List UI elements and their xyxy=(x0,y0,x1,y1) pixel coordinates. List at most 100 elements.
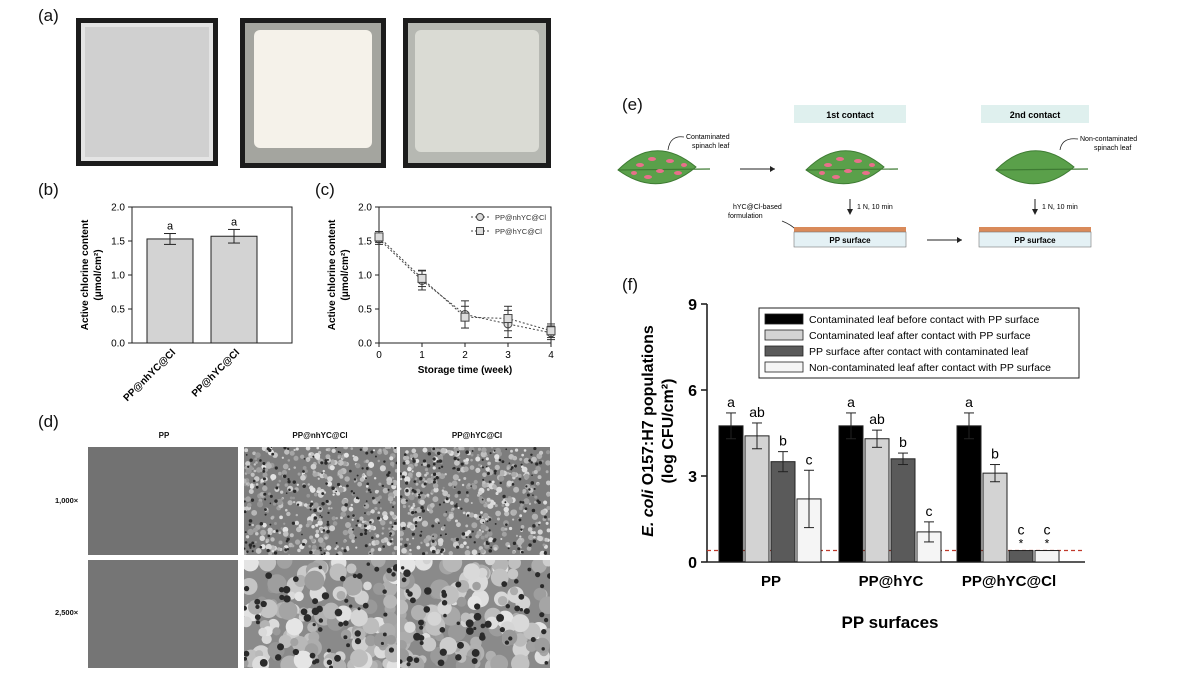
sem-pore xyxy=(499,481,502,485)
sem-pore xyxy=(251,550,254,553)
sem-grain xyxy=(293,466,297,469)
sem-grain xyxy=(252,527,258,533)
sem-pore xyxy=(412,459,416,463)
sem-grain xyxy=(368,529,372,533)
sem-pore xyxy=(426,464,431,468)
sem-grain xyxy=(255,531,259,536)
sem-grain xyxy=(368,461,375,468)
sem-pore xyxy=(312,598,319,605)
sem-pore xyxy=(485,540,489,544)
sem-pore xyxy=(369,552,372,555)
sem-grain xyxy=(481,447,487,453)
sem-grain xyxy=(284,508,288,512)
sem-pore xyxy=(326,529,330,534)
sem-grain xyxy=(386,634,396,645)
chart-f-xtick-label: PP@hYC xyxy=(859,573,924,590)
sem-grain xyxy=(284,483,288,487)
sem-grain xyxy=(456,596,467,607)
sem-grain xyxy=(522,488,527,493)
sem-pore xyxy=(296,503,300,506)
sem-pore xyxy=(309,652,316,659)
sem-grain xyxy=(533,535,536,539)
sem-grain xyxy=(325,448,329,451)
sem-pore xyxy=(405,499,408,502)
sem-grain xyxy=(420,541,423,545)
sem-grain xyxy=(405,450,409,454)
sem-grain xyxy=(401,547,407,554)
sem-pore xyxy=(530,481,535,485)
sem-grain xyxy=(244,478,247,484)
sem-pore xyxy=(287,447,290,450)
sem-pore xyxy=(284,548,288,552)
sem-pore xyxy=(488,518,492,521)
sem-pore xyxy=(374,566,380,572)
chart-c-point xyxy=(417,273,427,283)
sem-pore xyxy=(388,647,395,653)
contaminated-leaf-label: Contaminated spinach leaf xyxy=(686,134,730,150)
sem-pore xyxy=(318,618,324,623)
sem-pore xyxy=(423,606,431,613)
sem-pore xyxy=(300,608,308,616)
sem-grain xyxy=(316,447,320,450)
sem-pore xyxy=(244,656,248,661)
sem-grain xyxy=(389,521,393,525)
sem-grain xyxy=(306,458,310,462)
chart-c-xtick-label: 2 xyxy=(462,350,468,361)
sem-grain xyxy=(466,545,470,549)
sem-pore xyxy=(321,472,323,474)
sem-pore xyxy=(535,462,539,466)
sem-pore xyxy=(510,468,513,471)
sem-pore xyxy=(266,447,270,451)
sem-pore xyxy=(285,492,288,495)
sem-pore xyxy=(352,573,358,579)
sem-grain xyxy=(545,450,550,455)
sem-grain xyxy=(456,522,461,528)
sem-pore xyxy=(359,532,363,536)
panel-label-e: (e) xyxy=(622,95,643,114)
sem-grain xyxy=(336,590,346,600)
sem-pore xyxy=(505,603,511,609)
sem-grain xyxy=(248,489,254,495)
sem-grain xyxy=(393,545,397,551)
sem-pore xyxy=(419,534,422,537)
sem-grain xyxy=(441,526,446,530)
chart-c-legend-label: PP@hYC@Cl xyxy=(495,227,542,236)
sem-grain xyxy=(343,498,348,504)
sem-pore xyxy=(443,501,445,504)
sem-pore xyxy=(255,604,260,610)
sem-grain xyxy=(422,477,426,482)
contact2-label: 2nd contact xyxy=(1010,110,1061,120)
sem-grain xyxy=(394,468,397,473)
sample-photo-2 xyxy=(240,18,386,168)
sem-grain xyxy=(302,538,308,545)
sem-pore xyxy=(488,549,492,553)
sem-grain xyxy=(400,498,407,505)
sem-grain xyxy=(495,491,499,496)
sem-grain xyxy=(375,496,381,502)
sem-grain xyxy=(409,494,415,501)
sem-grain xyxy=(519,457,523,461)
sem-grain xyxy=(536,482,540,486)
sem-grain xyxy=(512,518,515,521)
sem-grain xyxy=(547,517,550,521)
sem-grain xyxy=(414,477,418,481)
chart-f-legend-swatch xyxy=(764,329,804,341)
chart-f-letter: c xyxy=(1044,522,1051,538)
sem-grain xyxy=(305,523,310,528)
sem-grain xyxy=(383,450,389,455)
sem-grain xyxy=(485,466,490,472)
sem-pore xyxy=(405,589,410,594)
chart-f-bar xyxy=(770,461,796,563)
sem-grain xyxy=(408,505,411,508)
sem-grain xyxy=(250,483,254,487)
sem-grain xyxy=(482,512,489,519)
sem-pore xyxy=(492,539,496,543)
sem-pore xyxy=(403,453,407,456)
sem-grain xyxy=(322,469,326,473)
sem-grain xyxy=(390,541,394,545)
sem-pore xyxy=(512,541,517,546)
sem-grain xyxy=(391,476,395,480)
sem-grain xyxy=(325,551,330,555)
sem-image-nhyc-2500 xyxy=(244,560,397,668)
sem-pore xyxy=(445,511,448,513)
